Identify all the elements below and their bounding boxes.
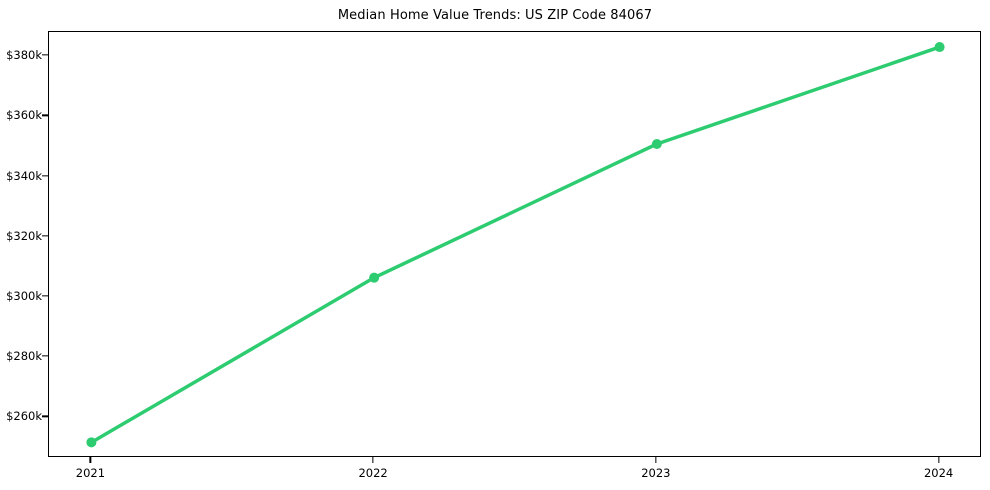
y-axis-tick-mark xyxy=(42,295,48,297)
y-axis-tick-label: $320k xyxy=(6,228,42,243)
y-axis-tick-mark xyxy=(42,235,48,237)
data-point-marker xyxy=(369,272,380,283)
x-axis-tick-label: 2023 xyxy=(641,466,671,480)
y-axis-tick-label: $380k xyxy=(6,48,42,63)
line-path-median-home-value xyxy=(89,45,942,445)
y-axis-tick-mark xyxy=(42,54,48,56)
x-axis-tick-label: 2021 xyxy=(75,466,106,480)
data-point-marker xyxy=(86,437,97,448)
y-axis-tick-label: $280k xyxy=(6,349,42,364)
plot-area xyxy=(48,31,981,457)
y-axis-tick-label: $300k xyxy=(6,288,42,303)
y-axis-tick-labels: $260k $280k $300k $320k $340k $360k $380k xyxy=(0,0,48,490)
y-axis-tick-mark xyxy=(42,355,48,357)
y-axis-tick-label: $260k xyxy=(6,409,42,424)
x-axis-tick-mark xyxy=(655,457,657,463)
data-point-markers xyxy=(86,42,945,448)
data-point-marker xyxy=(651,138,662,149)
y-axis-tick-mark xyxy=(42,415,48,417)
x-axis-tick-mark xyxy=(372,457,374,463)
line-series-svg xyxy=(86,42,945,448)
y-axis-tick-mark xyxy=(42,174,48,177)
y-axis-tick-mark xyxy=(42,114,48,116)
x-axis-tick-label: 2022 xyxy=(358,466,388,480)
y-axis-tick-label: $360k xyxy=(6,108,42,123)
data-point-marker xyxy=(934,42,945,53)
x-axis-tick-label: 2024 xyxy=(923,466,954,480)
y-axis-tick-label: $340k xyxy=(6,168,42,183)
chart-title: Median Home Value Trends: US ZIP Code 84… xyxy=(337,8,653,23)
x-axis-tick-mark xyxy=(89,457,92,463)
x-axis-tick-mark xyxy=(937,457,940,463)
